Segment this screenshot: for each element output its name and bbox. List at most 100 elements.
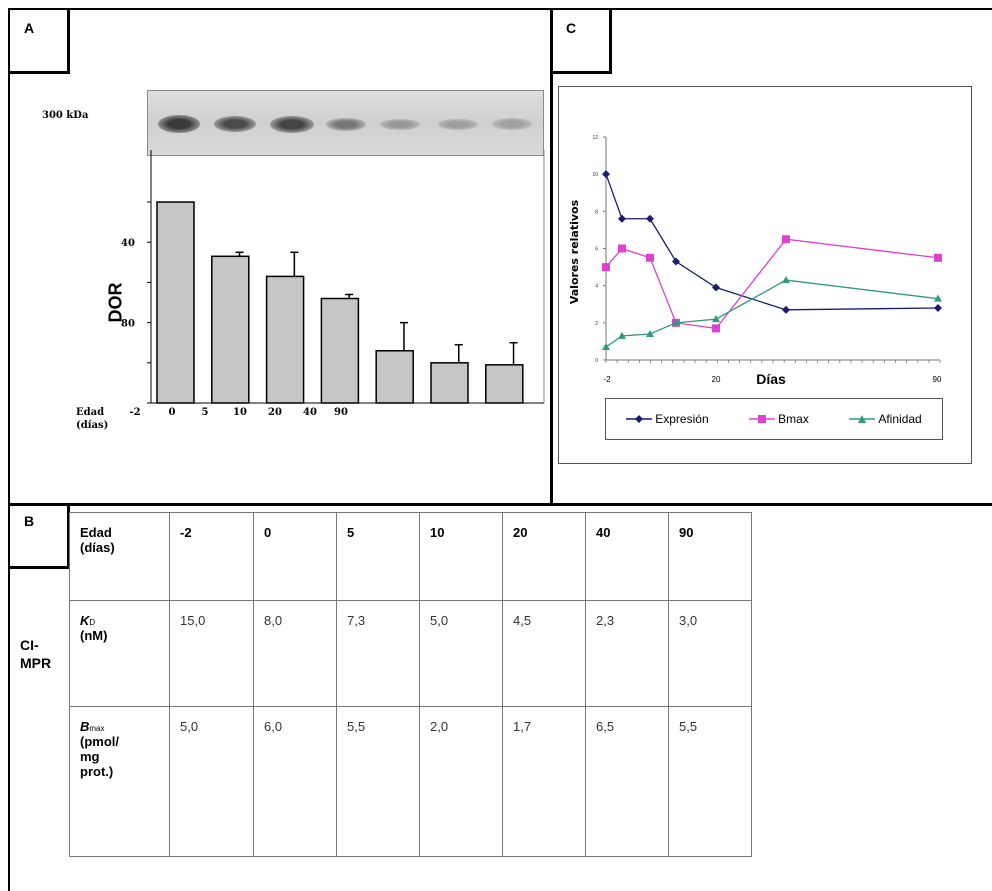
left-border xyxy=(8,8,10,503)
table-cell: 20 xyxy=(502,512,586,601)
blot-band xyxy=(492,118,532,130)
legend-item-bmax: Bmax xyxy=(749,412,809,426)
top-border xyxy=(8,8,992,10)
legend-item-expresion: Expresión xyxy=(626,412,709,426)
data-point xyxy=(782,276,790,284)
bar xyxy=(265,275,305,404)
table-cell: 2,0 xyxy=(419,706,503,857)
data-point xyxy=(934,253,942,262)
data-point xyxy=(602,342,610,350)
kd-symbol: KD xyxy=(80,613,96,628)
bmax-unit-line1: (pmol/ xyxy=(80,734,119,749)
bar xyxy=(320,297,360,404)
table-cell: 5,0 xyxy=(419,600,503,707)
table-cell: 10 xyxy=(419,512,503,601)
data-point xyxy=(602,263,610,272)
divider-vertical xyxy=(550,8,553,505)
series-line xyxy=(605,238,939,330)
data-point xyxy=(712,315,720,323)
bar xyxy=(211,255,250,404)
blot-band xyxy=(326,118,366,131)
table-header-cell: Edad (días) xyxy=(69,512,170,601)
data-point xyxy=(782,235,790,244)
table-cell: 7,3 xyxy=(336,600,420,707)
table-cell: 6,5 xyxy=(585,706,669,857)
x-tick-label: 10 xyxy=(233,407,247,418)
line-chart-frame xyxy=(558,86,972,464)
bar-chart: 80 40 -2 0 5 10 20 40 90 xyxy=(121,150,545,418)
x-row-label-line2: (días) xyxy=(76,420,109,431)
y-tick-label: 40 xyxy=(121,238,135,249)
data-point xyxy=(618,244,626,253)
series-line xyxy=(605,173,939,311)
bar xyxy=(485,364,524,404)
table-cell: 0 xyxy=(253,512,337,601)
x-row-label: Edad (días) xyxy=(76,406,108,432)
y-tick-label: 2 xyxy=(595,321,598,327)
western-blot-image xyxy=(147,90,544,156)
data-point xyxy=(934,303,942,312)
x-tick-label: 20 xyxy=(712,375,721,384)
blot-band xyxy=(380,119,420,130)
cimpr-label: CI- MPR xyxy=(20,636,51,672)
blot-band xyxy=(438,119,478,130)
table-cell: 5,0 xyxy=(169,706,254,857)
blot-band xyxy=(158,115,200,133)
data-point xyxy=(672,257,680,266)
blot-band xyxy=(270,116,314,133)
kd-unit: (nM) xyxy=(80,628,108,643)
binding-table: Edad (días) -2 0 5 10 20 40 90 KD (nM) 1… xyxy=(69,512,752,857)
x-tick-label: 20 xyxy=(268,407,282,418)
legend-label-bmax: Bmax xyxy=(778,412,809,426)
x-tick-label: -2 xyxy=(603,375,611,384)
left-border-b xyxy=(8,503,10,891)
legend-marker-diamond xyxy=(626,415,653,423)
y-tick-label: 6 xyxy=(595,247,598,253)
bar xyxy=(156,201,195,404)
x-tick-label: 90 xyxy=(933,375,942,384)
table-cell: 5 xyxy=(336,512,420,601)
panel-c-label: C xyxy=(566,20,577,36)
y-tick-label: 4 xyxy=(595,284,598,290)
panel-c-label-box xyxy=(550,8,612,74)
series-line xyxy=(605,279,939,348)
x-tick-label: -2 xyxy=(129,407,140,418)
table-cell: 5,5 xyxy=(336,706,420,857)
panel-b-label: B xyxy=(24,513,35,529)
data-point xyxy=(672,318,680,326)
bmax-unit-line3: prot.) xyxy=(80,764,114,779)
blot-kda-label: 300 kDa xyxy=(42,110,89,121)
table-row: Bmax (pmol/ mg prot.) 5,0 6,0 5,5 2,0 1,… xyxy=(69,706,752,857)
x-tick-label: 40 xyxy=(303,407,317,418)
legend-label-expresion: Expresión xyxy=(655,412,709,426)
bmax-symbol: Bmax xyxy=(80,719,105,734)
bar xyxy=(375,350,414,404)
data-point xyxy=(934,294,942,302)
y-tick-label: 12 xyxy=(592,135,598,141)
legend-marker-triangle xyxy=(849,415,876,423)
data-point xyxy=(646,214,654,223)
legend-item-afinidad: Afinidad xyxy=(849,412,922,426)
legend-marker-square xyxy=(749,415,776,423)
blot-band xyxy=(214,116,256,132)
data-point xyxy=(712,324,720,333)
panel-a-label: A xyxy=(24,20,35,36)
x-tick-label: 5 xyxy=(202,407,209,418)
data-point xyxy=(712,283,720,292)
divider-horizontal xyxy=(8,503,992,506)
data-point xyxy=(782,305,790,314)
data-point xyxy=(602,170,610,179)
chart-legend: Expresión Bmax Afinidad xyxy=(605,398,943,440)
table-cell: 90 xyxy=(668,512,752,601)
table-cell: 15,0 xyxy=(169,600,254,707)
x-tick-label: 0 xyxy=(169,407,176,418)
panel-b-label-box xyxy=(8,503,70,569)
bar xyxy=(430,362,469,404)
table-cell: 8,0 xyxy=(253,600,337,707)
data-point xyxy=(618,214,626,223)
cimpr-label-line2: MPR xyxy=(20,655,52,671)
table-cell: 6,0 xyxy=(253,706,337,857)
table-cell: 2,3 xyxy=(585,600,669,707)
kd-label-cell: KD (nM) xyxy=(69,600,170,707)
table-row: Edad (días) -2 0 5 10 20 40 90 xyxy=(69,512,752,601)
